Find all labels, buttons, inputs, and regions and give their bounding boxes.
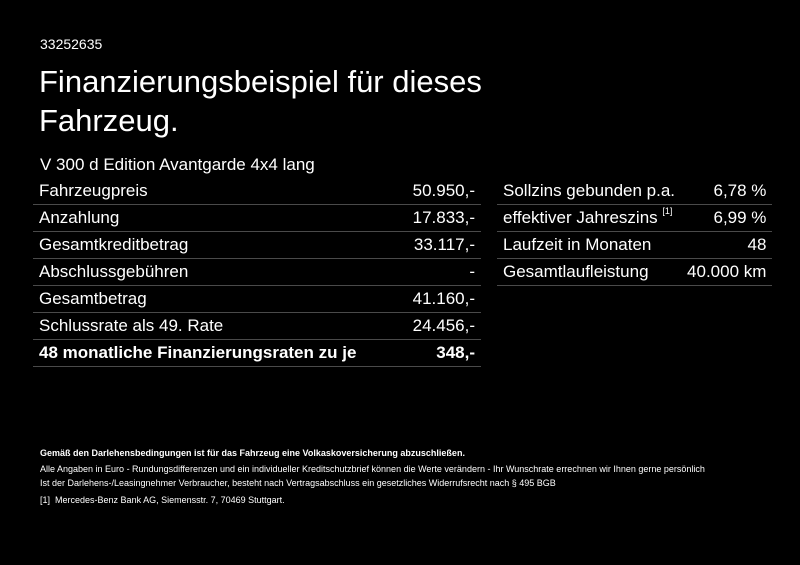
table-row: Fahrzeugpreis 50.950,- (33, 178, 481, 205)
row-value: 33.117,- (398, 231, 481, 259)
withdrawal-note: Ist der Darlehens-/Leasingnehmer Verbrau… (40, 478, 556, 488)
table-row: effektiver Jahreszins [1] 6,99 % (497, 204, 773, 232)
model-name: V 300 d Edition Avantgarde 4x4 lang (40, 155, 315, 174)
row-label: Sollzins gebunden p.a. (497, 178, 682, 205)
offer-id: 33252635 (40, 36, 103, 52)
financing-table: Fahrzeugpreis 50.950,- Anzahlung 17.833,- … (33, 178, 481, 367)
table-row: Abschlussgebühren - (33, 258, 481, 286)
row-label: Anzahlung (33, 204, 399, 232)
insurance-note: Gemäß den Darlehensbedingungen ist für d… (40, 448, 465, 458)
page-title: Finanzierungsbeispiel für dieses Fahrzeu… (39, 64, 482, 138)
footnote-text: Mercedes-Benz Bank AG, Siemensstr. 7, 70… (55, 495, 285, 505)
row-label: Laufzeit in Monaten (497, 231, 682, 259)
interest-table: Sollzins gebunden p.a. 6,78 % effektiver … (497, 178, 773, 286)
row-label: Gesamtlaufleistung (497, 258, 682, 286)
row-value: 348,- (398, 339, 481, 367)
table-row: Gesamtlaufleistung 40.000 km (497, 258, 773, 286)
footnote-mark: [1] (40, 495, 51, 505)
row-label: Fahrzeugpreis (33, 178, 399, 205)
row-label: 48 monatliche Finanzierungsraten zu je (33, 339, 399, 367)
row-value: 41.160,- (398, 285, 481, 313)
row-label: Abschlussgebühren (33, 258, 399, 286)
row-value: 40.000 km (681, 258, 773, 286)
table-row: Gesamtbetrag 41.160,- (33, 285, 481, 313)
disclaimer-note: Alle Angaben in Euro - Rundungsdifferenz… (40, 464, 705, 474)
table-row: Schlussrate als 49. Rate 24.456,- (33, 312, 481, 340)
table-row: Anzahlung 17.833,- (33, 204, 481, 232)
row-label: Gesamtkreditbetrag (33, 231, 399, 259)
table-row: Laufzeit in Monaten 48 (497, 231, 773, 259)
table-row: Sollzins gebunden p.a. 6,78 % (497, 178, 773, 205)
row-value: 6,99 % (681, 204, 773, 232)
footnote-ref: [1] (662, 206, 673, 216)
row-label: Gesamtbetrag (33, 285, 399, 313)
row-value: 50.950,- (398, 178, 481, 205)
row-value: 24.456,- (398, 312, 481, 340)
footnote: [1] Mercedes-Benz Bank AG, Siemensstr. 7… (40, 495, 285, 505)
monthly-rate-row: 48 monatliche Finanzierungsraten zu je 34… (33, 339, 481, 367)
row-label: Schlussrate als 49. Rate (33, 312, 399, 340)
table-row: Gesamtkreditbetrag 33.117,- (33, 231, 481, 259)
row-label: effektiver Jahreszins [1] (497, 204, 682, 232)
label-text: effektiver Jahreszins (503, 208, 658, 227)
row-value: 48 (681, 231, 773, 259)
row-value: - (398, 258, 481, 286)
row-value: 6,78 % (681, 178, 773, 205)
row-value: 17.833,- (398, 204, 481, 232)
